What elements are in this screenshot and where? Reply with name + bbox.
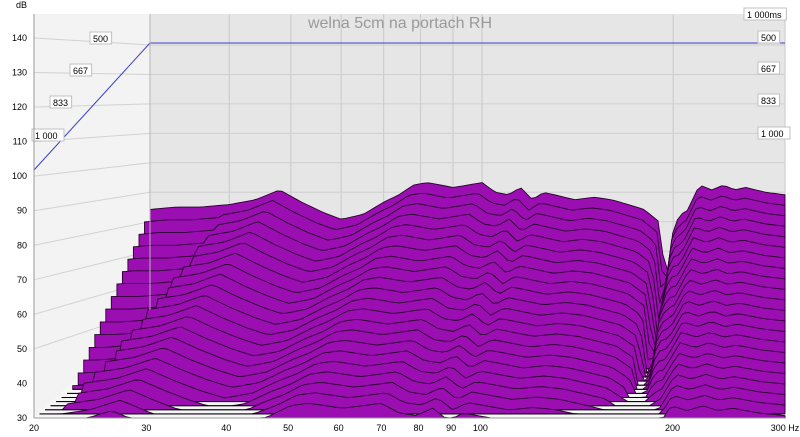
y-gridline-side bbox=[33, 191, 151, 212]
waterfall-slice bbox=[45, 381, 786, 411]
y-tick-label: 130 bbox=[12, 68, 27, 78]
x-tick-label: 40 bbox=[221, 423, 231, 433]
y-gridline-side bbox=[33, 250, 151, 281]
x-tick-label: 80 bbox=[413, 423, 423, 433]
side-time-label: 500 bbox=[93, 34, 108, 44]
x-tick-label: 90 bbox=[446, 423, 456, 433]
x-tick-label: 60 bbox=[334, 423, 344, 433]
time-label: 1 000ms bbox=[747, 10, 782, 20]
y-tick-label: 50 bbox=[17, 344, 27, 354]
time-label: 500 bbox=[761, 33, 776, 43]
side-time-label: 833 bbox=[53, 98, 68, 108]
waterfall-slice bbox=[50, 371, 786, 407]
x-tick-label: 300 Hz bbox=[771, 423, 800, 433]
y-tick-label: 70 bbox=[17, 275, 27, 285]
time-label: 667 bbox=[761, 64, 776, 74]
x-tick-label: 200 bbox=[665, 423, 680, 433]
y-tick-label: 120 bbox=[12, 102, 27, 112]
side-time-label: 1 000 bbox=[35, 131, 58, 141]
x-tick-label: 100 bbox=[473, 423, 488, 433]
y-tick-label: 40 bbox=[17, 378, 27, 388]
time-label-box bbox=[757, 93, 781, 107]
y-tick-label: 30 bbox=[17, 413, 27, 423]
x-tick-label: 70 bbox=[376, 423, 386, 433]
waterfall-slices bbox=[34, 182, 786, 419]
y-gridline-side bbox=[33, 162, 151, 177]
chart-title: welna 5cm na portach RH bbox=[307, 15, 492, 32]
y-tick-label: 110 bbox=[13, 137, 27, 147]
time-label: 1 000 bbox=[761, 129, 784, 139]
time-label-box bbox=[757, 126, 791, 140]
axes: 20 30 40 50 60 70 80 90 100 200 300 Hz304050607080… bbox=[12, 14, 800, 433]
time-axis-line bbox=[33, 42, 151, 171]
time-label-box bbox=[757, 61, 781, 75]
y-tick-label: 80 bbox=[17, 240, 27, 250]
time-label: 833 bbox=[761, 96, 776, 106]
side-time-label-box bbox=[69, 63, 93, 77]
x-tick-label: 50 bbox=[283, 423, 293, 433]
side-time-label-box bbox=[31, 128, 65, 142]
side-time-label-box bbox=[89, 31, 113, 45]
x-tick-label: 20 bbox=[29, 423, 39, 433]
y-tick-label: 90 bbox=[17, 206, 27, 216]
y-tick-label: 100 bbox=[12, 171, 27, 181]
y-axis-label: dB bbox=[16, 0, 27, 10]
y-tick-label: 140 bbox=[12, 33, 27, 43]
side-time-label-box bbox=[49, 95, 73, 109]
x-tick-label: 30 bbox=[141, 423, 151, 433]
y-gridline-side bbox=[33, 221, 151, 246]
y-tick-label: 60 bbox=[17, 309, 27, 319]
waterfall-slice bbox=[56, 361, 786, 403]
side-time-label: 667 bbox=[73, 66, 88, 76]
time-label-box bbox=[757, 30, 781, 44]
time-label-box bbox=[743, 7, 787, 21]
time-axis: 1 000ms 500 667 833 1 000 500 667 833 1 000 bbox=[31, 7, 791, 171]
